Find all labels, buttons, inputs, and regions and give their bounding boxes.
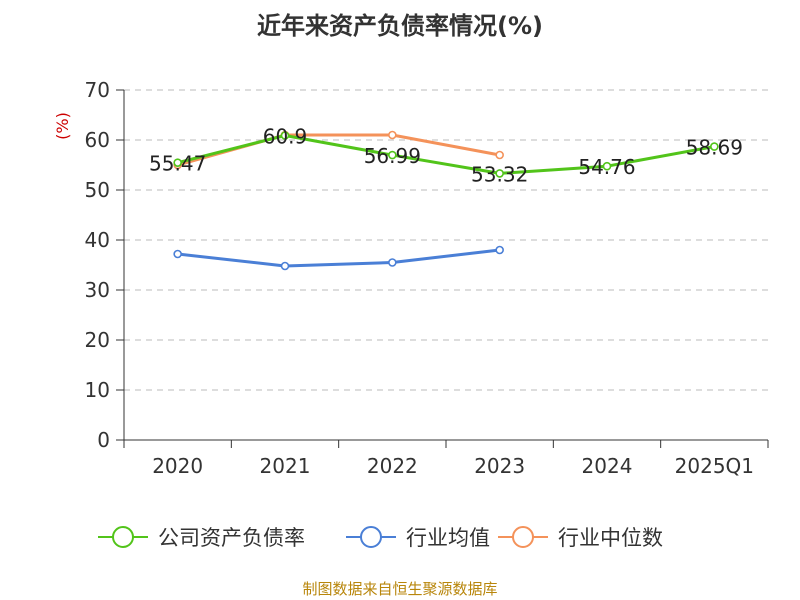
data-label: 60.9 <box>263 125 308 149</box>
data-point <box>388 258 397 267</box>
data-point <box>173 249 182 259</box>
y-tick-label: 70 <box>85 78 110 102</box>
data-point <box>280 261 290 271</box>
y-tick-label: 40 <box>85 228 110 252</box>
data-label: 58.69 <box>686 136 743 160</box>
data-point <box>495 169 504 178</box>
data-point <box>388 150 397 160</box>
series-line <box>177 134 715 175</box>
data-point <box>495 150 504 160</box>
y-axis-label: (%) <box>53 112 72 140</box>
legend-marker <box>112 526 134 548</box>
x-tick-label: 2020 <box>152 454 203 478</box>
grid-lines <box>124 89 768 391</box>
y-tick-label: 30 <box>85 278 110 302</box>
y-tick-label: 60 <box>85 128 110 152</box>
data-point <box>710 142 719 151</box>
axes <box>116 89 769 448</box>
data-point <box>495 245 504 255</box>
data-point <box>280 131 290 140</box>
data-label: 54.76 <box>578 155 635 179</box>
data-label: 56.99 <box>364 144 421 168</box>
x-tick-label: 2023 <box>474 454 525 478</box>
x-tick-label: 2024 <box>582 454 633 478</box>
data-labels: 55.47 60.9 56.99 53.32 54.76 58.69 <box>149 125 743 187</box>
y-tick-label: 10 <box>85 378 110 402</box>
x-tick-label: 2021 <box>260 454 311 478</box>
series-lines <box>173 130 719 271</box>
y-tick-labels: 0 10 20 30 40 50 60 70 <box>85 78 110 452</box>
legend-label: 行业中位数 <box>558 526 663 550</box>
data-point <box>602 161 612 171</box>
data-label: 55.47 <box>149 152 206 176</box>
x-tick-labels: 2020 2021 2022 2023 2024 2025Q1 <box>152 454 754 478</box>
legend-marker <box>360 526 382 548</box>
data-point <box>388 130 397 140</box>
legend-label: 公司资产负债率 <box>158 526 305 550</box>
data-label: 53.32 <box>471 162 528 186</box>
data-point <box>173 158 182 167</box>
y-tick-label: 20 <box>85 328 110 352</box>
legend-marker <box>512 526 534 548</box>
legend-label: 行业均值 <box>406 526 490 550</box>
source-note: 制图数据来自恒生聚源数据库 <box>302 580 498 598</box>
x-tick-label: 2025Q1 <box>675 454 754 478</box>
legend: 公司资产负债率 行业均值 行业中位数 <box>98 526 663 550</box>
x-tick-label: 2022 <box>367 454 418 478</box>
chart-title: 近年来资产负债率情况(%) <box>257 12 543 40</box>
y-tick-label: 50 <box>85 178 110 202</box>
y-tick-label: 0 <box>97 428 110 452</box>
series-line <box>177 248 500 268</box>
